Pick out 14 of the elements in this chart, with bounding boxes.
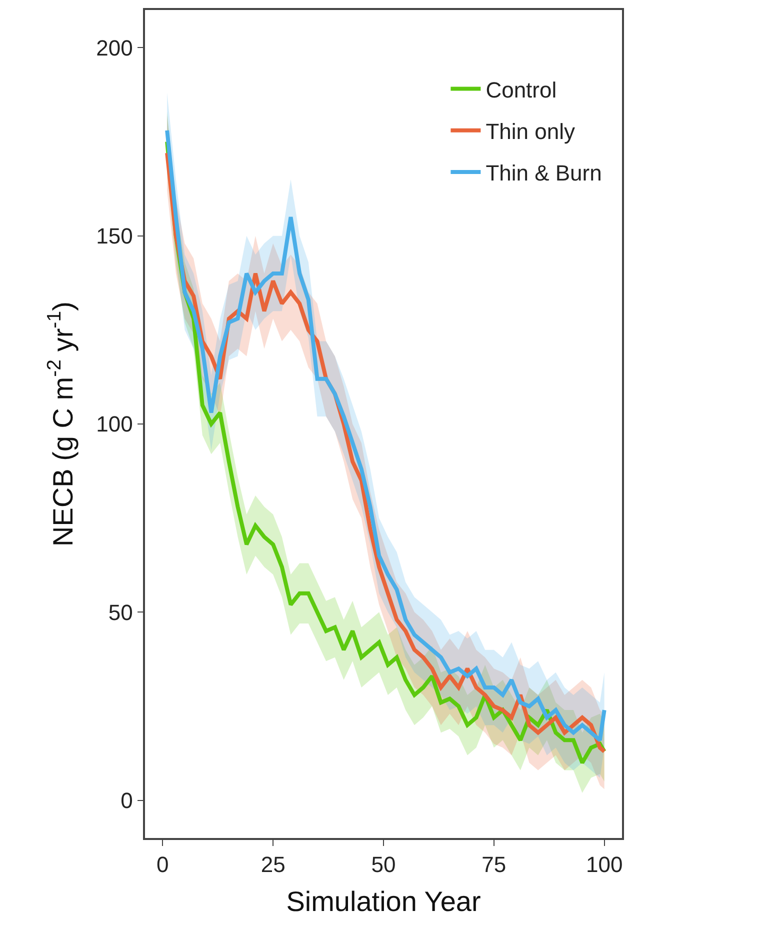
x-tick-label: 25 (260, 852, 286, 878)
y-tick-label: 100 (96, 412, 133, 437)
y-tick-label: 150 (96, 224, 133, 249)
x-tick-label: 50 (371, 852, 396, 878)
y-tick-label: 0 (120, 788, 133, 814)
x-tick-label: 0 (156, 852, 169, 878)
legend-label: Thin only (486, 118, 575, 144)
x-tick-label: 75 (482, 852, 506, 878)
x-axis-title: Simulation Year (286, 886, 481, 917)
legend-label: Thin & Burn (486, 160, 602, 186)
legend-label: Control (486, 77, 557, 102)
y-tick-label: 50 (108, 600, 133, 625)
x-tick-label: 100 (586, 852, 623, 878)
y-tick-label: 200 (96, 35, 133, 60)
